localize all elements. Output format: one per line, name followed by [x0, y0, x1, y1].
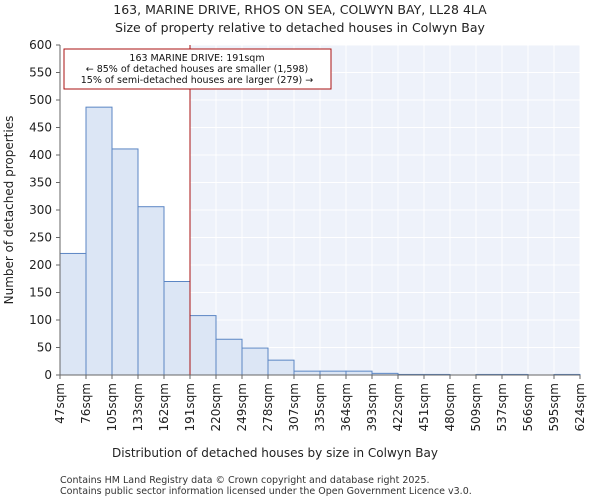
x-tick-label: 278sqm — [261, 383, 275, 431]
x-tick-label: 191sqm — [183, 383, 197, 431]
x-tick-label: 364sqm — [339, 383, 353, 431]
x-tick-label: 422sqm — [391, 383, 405, 431]
histogram-bar — [319, 370, 347, 376]
histogram-bar — [345, 370, 373, 376]
x-ticks: 47sqm 76sqm 105sqm 133sqm 162sqm 191sqm 220sqm… — [53, 375, 587, 431]
bars-group — [59, 106, 581, 376]
x-tick-label: 105sqm — [105, 383, 119, 431]
histogram-bar — [293, 370, 321, 376]
x-tick-label: 220sqm — [209, 383, 223, 431]
x-tick-label: 566sqm — [521, 383, 535, 431]
x-tick-label: 451sqm — [417, 383, 431, 431]
y-tick-label: 450 — [29, 121, 52, 135]
x-tick-label: 76sqm — [79, 383, 93, 424]
y-axis-label: Number of detached properties — [2, 116, 16, 305]
y-tick-label: 0 — [44, 368, 52, 382]
histogram-bar — [111, 148, 139, 376]
annotation-line-2: ← 85% of detached houses are smaller (1,… — [86, 64, 309, 75]
y-tick-label: 600 — [29, 38, 52, 52]
footer-line-1: Contains HM Land Registry data © Crown c… — [60, 475, 430, 486]
annotation-line-1: 163 MARINE DRIVE: 191sqm — [129, 53, 264, 64]
y-tick-label: 250 — [29, 231, 52, 245]
y-tick-label: 150 — [29, 286, 52, 300]
y-tick-label: 400 — [29, 148, 52, 162]
y-tick-label: 100 — [29, 313, 52, 327]
x-tick-label: 595sqm — [547, 383, 561, 431]
y-tick-label: 50 — [37, 341, 52, 355]
annotation-line-3: 15% of semi-detached houses are larger (… — [81, 75, 314, 86]
x-tick-label: 480sqm — [443, 383, 457, 431]
y-tick-label: 200 — [29, 258, 52, 272]
annotation-frame — [63, 48, 332, 90]
y-ticks: 0 50 100 150 200 250 300 350 400 450 500 550 600 — [29, 38, 60, 382]
histogram-bar — [59, 252, 87, 376]
histogram-bar — [241, 347, 269, 376]
histogram-bar — [267, 359, 295, 376]
x-tick-label: 537sqm — [495, 383, 509, 431]
x-tick-label: 624sqm — [573, 383, 587, 431]
x-tick-label: 249sqm — [235, 383, 249, 431]
footer-line-2: Contains public sector information licen… — [60, 486, 472, 497]
x-tick-label: 162sqm — [157, 383, 171, 431]
histogram-bar — [215, 338, 243, 376]
x-tick-label: 509sqm — [469, 383, 483, 431]
y-tick-label: 300 — [29, 203, 52, 217]
annotation-box: 163 MARINE DRIVE: 191sqm ← 85% of detach… — [63, 48, 332, 90]
histogram-bar — [85, 106, 113, 376]
x-tick-label: 307sqm — [287, 383, 301, 431]
histogram-bar — [163, 281, 191, 376]
x-tick-label: 335sqm — [313, 383, 327, 431]
x-tick-label: 133sqm — [131, 383, 145, 431]
chart-subtitle: Size of property relative to detached ho… — [115, 20, 486, 35]
histogram-bar — [189, 315, 217, 376]
histogram-bar — [137, 206, 165, 376]
y-tick-label: 550 — [29, 66, 52, 80]
x-tick-label: 393sqm — [365, 383, 379, 431]
x-axis-label: Distribution of detached houses by size … — [112, 446, 438, 460]
y-tick-label: 350 — [29, 176, 52, 190]
x-tick-label: 47sqm — [53, 383, 67, 424]
y-tick-label: 500 — [29, 93, 52, 107]
chart-title: 163, MARINE DRIVE, RHOS ON SEA, COLWYN B… — [113, 2, 487, 17]
